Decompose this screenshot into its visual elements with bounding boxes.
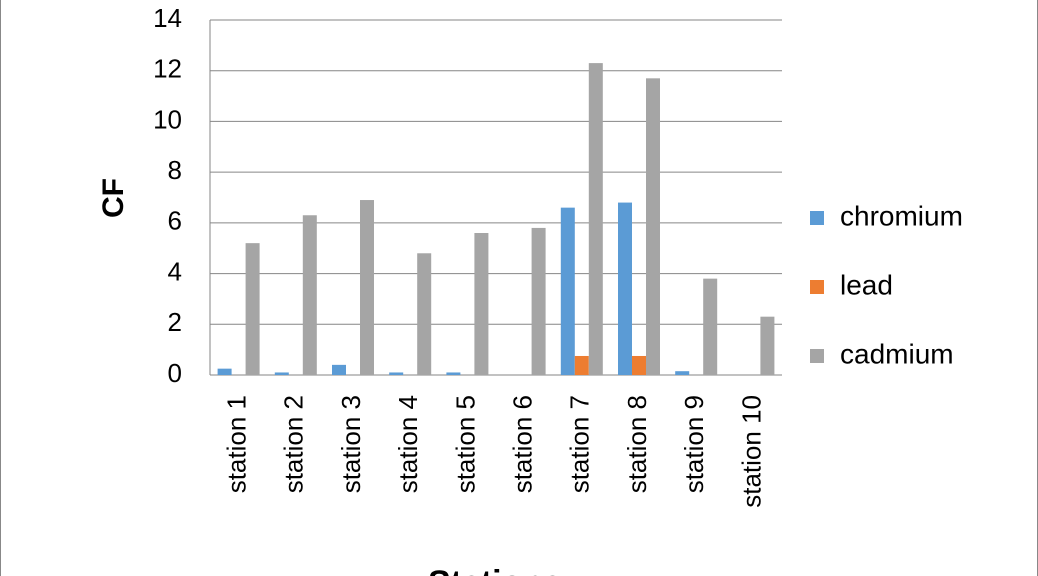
y-tick-label: 10 [153,104,182,134]
bar [389,372,404,375]
x-tick-label: station 9 [679,395,709,493]
y-tick-label: 12 [153,54,182,84]
y-tick-label: 14 [153,3,182,33]
legend-swatch [810,211,824,225]
bar [618,202,632,375]
x-tick-label: station 5 [450,395,480,493]
y-tick-label: 6 [168,206,182,236]
bar [588,63,603,375]
bar [574,355,589,375]
bar [360,200,374,375]
bar [531,227,546,375]
bar [417,253,432,375]
bar [302,215,317,375]
x-tick-label: station 7 [565,395,595,493]
y-tick-label: 0 [168,358,182,388]
bar [646,78,660,376]
y-axis-label: CF [97,178,130,218]
bar [632,355,646,375]
x-tick-label: station 3 [336,395,366,493]
x-tick-label: station 4 [393,395,423,493]
bar [474,233,489,375]
y-tick-label: 2 [168,307,182,337]
y-tick-label: 4 [168,256,182,286]
y-tick-label: 8 [168,155,182,185]
legend-swatch [810,280,824,294]
bar [217,368,232,375]
legend-label: lead [840,269,893,300]
legend-swatch [810,349,824,363]
bar [245,243,260,375]
bar [675,371,690,375]
bar [560,207,575,375]
legend-label: chromium [840,200,963,231]
x-axis-label: Stations [428,564,562,576]
x-tick-label: station 2 [279,395,309,493]
bar [274,372,289,375]
legend-label: cadmium [840,338,954,369]
bar [760,316,775,375]
bar [703,278,718,375]
x-tick-label: station 1 [221,395,251,493]
bar [446,372,461,375]
x-tick-label: station 8 [622,395,652,493]
bar [332,364,346,375]
x-tick-label: station 10 [736,395,766,508]
x-tick-label: station 6 [507,395,537,493]
